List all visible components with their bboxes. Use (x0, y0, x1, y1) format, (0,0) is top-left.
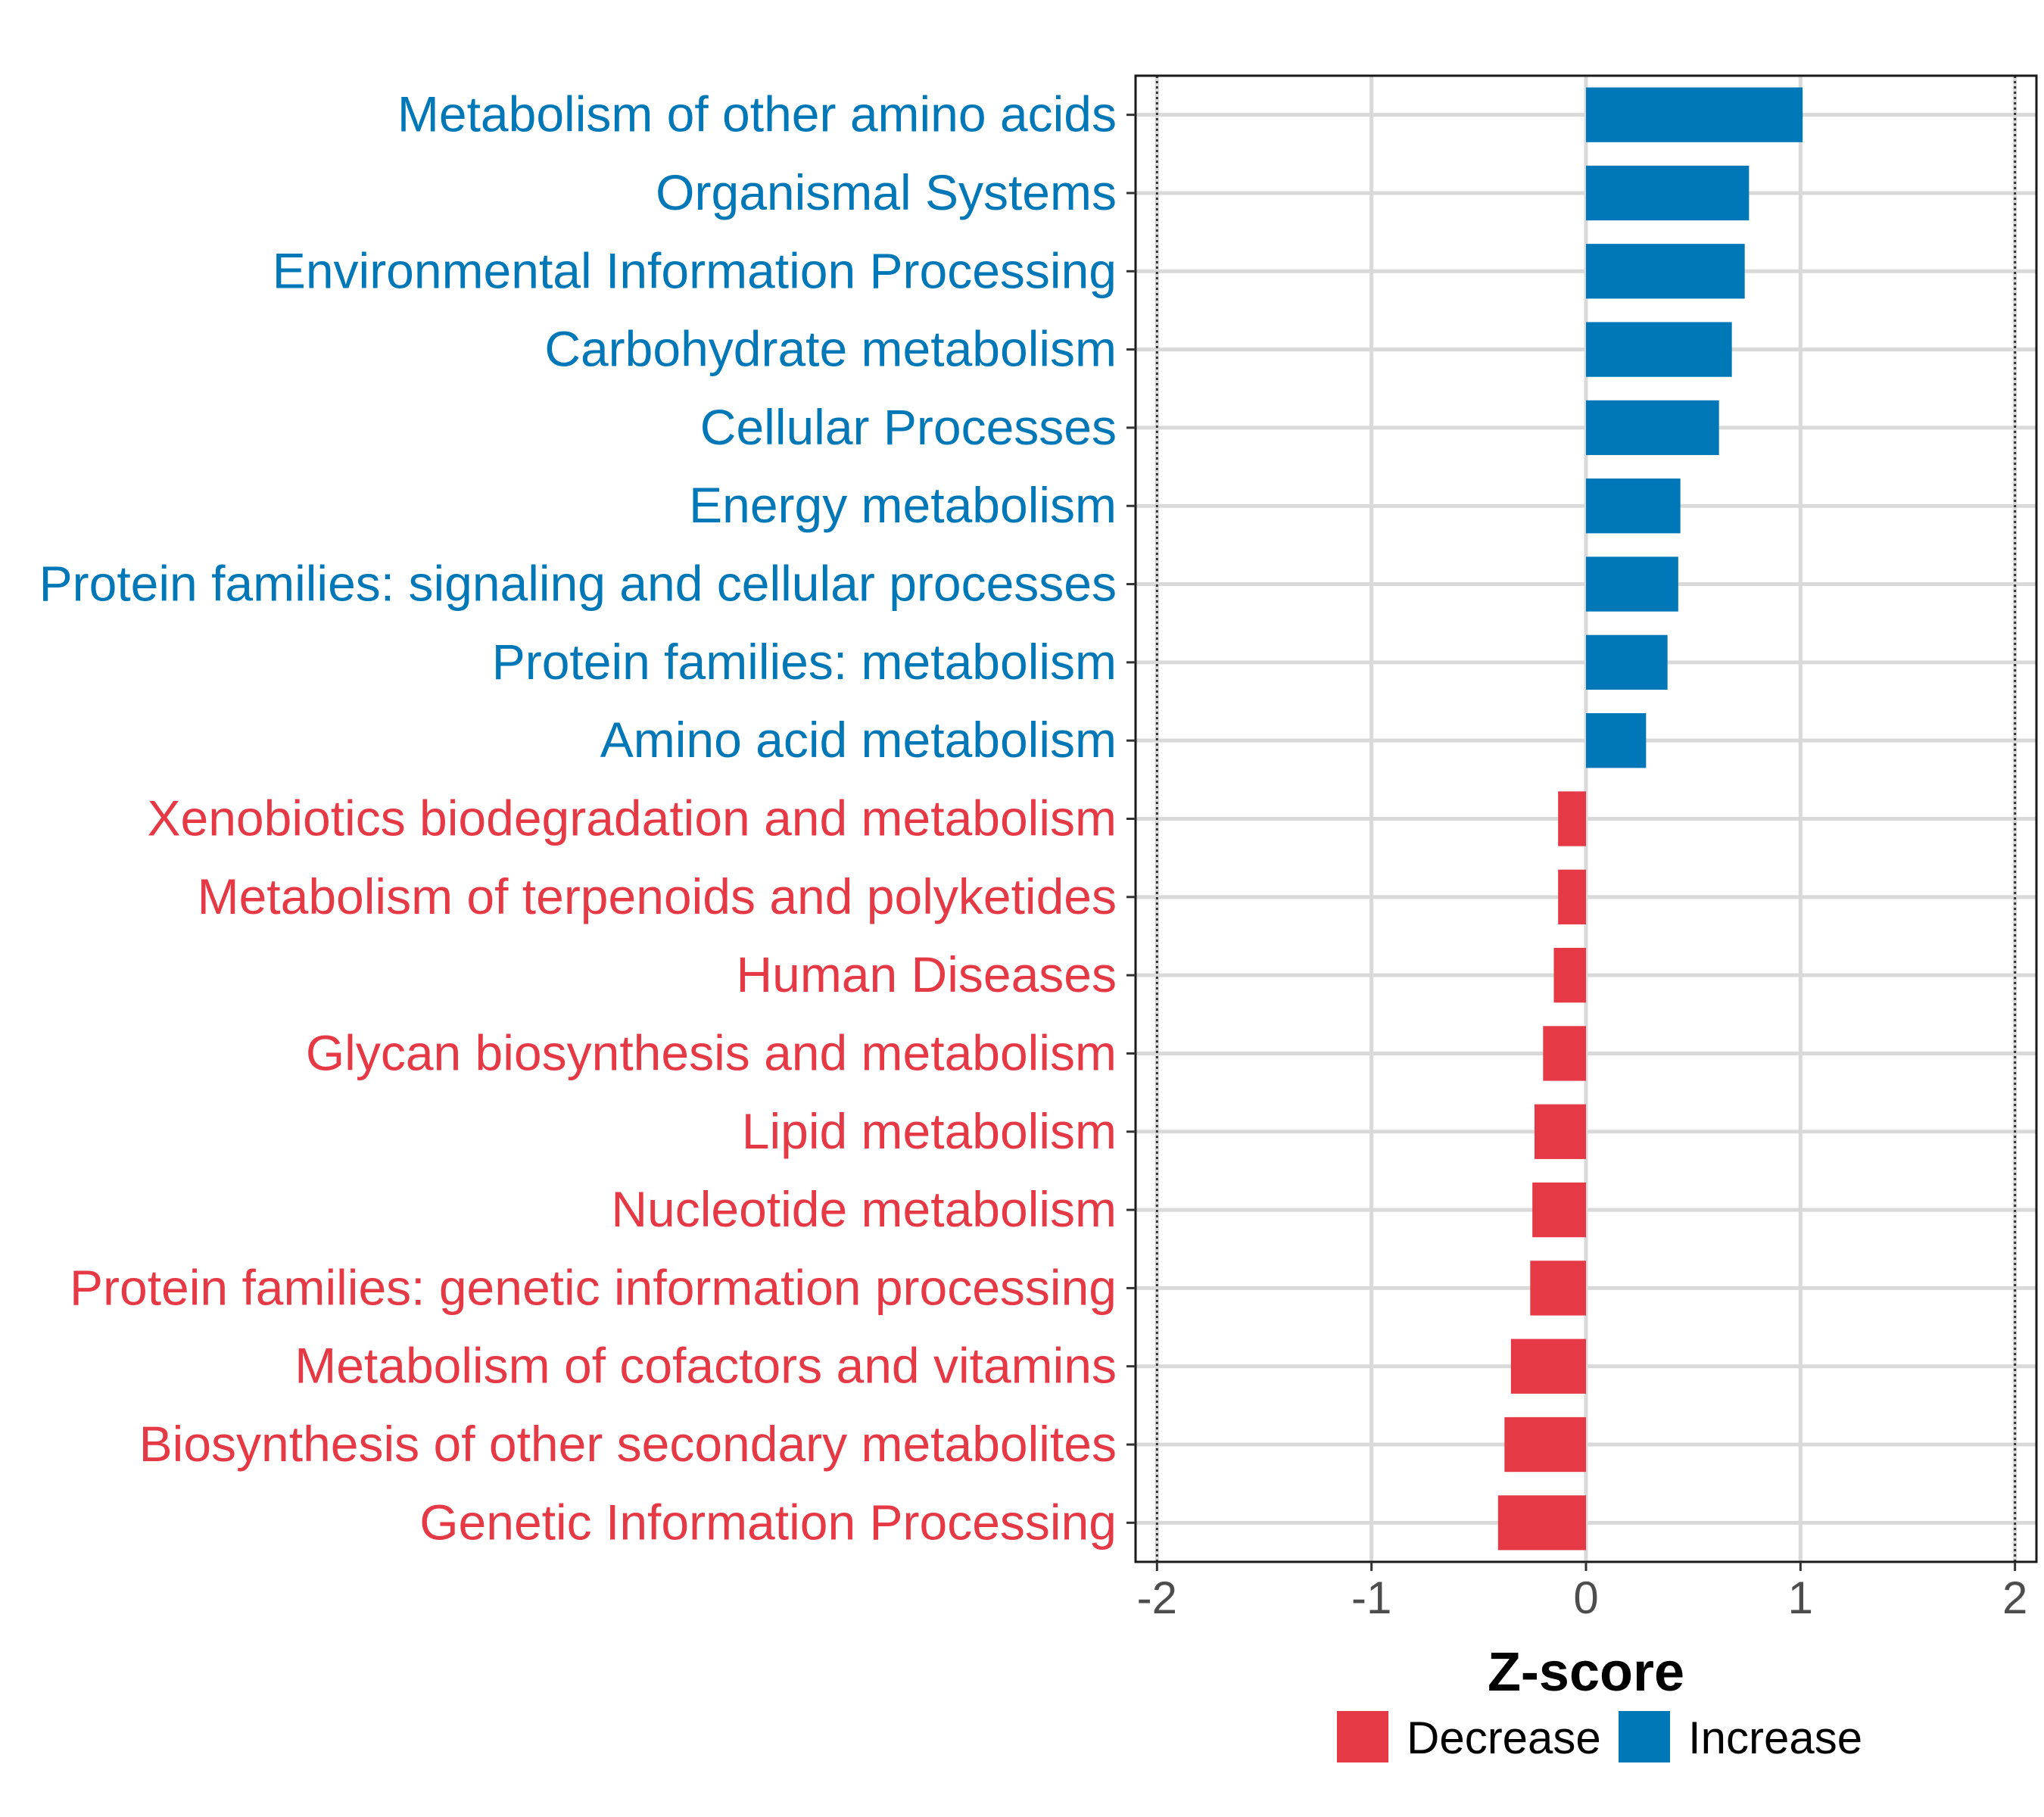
x-axis: -2 -1 0 1 2 (1137, 1562, 2027, 1623)
category-label: Amino acid metabolism (600, 712, 1117, 768)
category-label: Lipid metabolism (742, 1103, 1117, 1159)
bar-8 (1586, 634, 1668, 690)
category-label: Protein families: signaling and cellular… (39, 556, 1117, 612)
x-tick-label: -1 (1351, 1572, 1391, 1623)
bar-6 (1586, 478, 1681, 534)
bar-13 (1543, 1026, 1586, 1081)
bar-2 (1586, 165, 1750, 221)
category-label: Energy metabolism (689, 477, 1117, 533)
category-label: Xenobiotics biodegradation and metabolis… (148, 790, 1117, 846)
bar-19 (1497, 1495, 1586, 1551)
category-label: Human Diseases (736, 946, 1117, 1002)
bar-4 (1586, 322, 1732, 377)
bar-5 (1586, 400, 1719, 456)
bar-12 (1553, 947, 1586, 1003)
category-label: Metabolism of cofactors and vitamins (294, 1338, 1117, 1394)
bar-10 (1558, 791, 1586, 846)
category-label: Organismal Systems (656, 164, 1117, 220)
bar-14 (1535, 1104, 1586, 1159)
reference-lines (1155, 76, 2017, 1562)
category-label: Protein families: metabolism (492, 634, 1117, 690)
bar-7 (1586, 556, 1678, 612)
legend: Decrease Increase (1337, 1711, 1862, 1763)
bar-3 (1586, 244, 1745, 299)
y-axis: Metabolism of other amino acids Organisma… (39, 86, 1136, 1550)
x-tick-label: 1 (1788, 1572, 1813, 1623)
bar-1 (1586, 87, 1803, 142)
category-label: Environmental Information Processing (273, 242, 1117, 298)
category-label: Protein families: genetic information pr… (70, 1259, 1117, 1315)
category-label: Nucleotide metabolism (611, 1181, 1117, 1237)
bar-17 (1510, 1339, 1586, 1394)
legend-swatch-increase (1619, 1711, 1670, 1762)
legend-swatch-decrease (1337, 1711, 1388, 1762)
x-axis-title: Z-score (1488, 1642, 1684, 1703)
category-label: Biosynthesis of other secondary metaboli… (139, 1416, 1117, 1472)
legend-label-decrease: Decrease (1407, 1713, 1601, 1763)
bar-9 (1586, 713, 1647, 768)
x-tick-label: -2 (1137, 1572, 1177, 1623)
category-label: Cellular Processes (700, 399, 1117, 455)
bar-18 (1504, 1417, 1586, 1473)
bar-11 (1558, 869, 1586, 924)
legend-label-increase: Increase (1688, 1713, 1862, 1763)
category-label: Glycan biosynthesis and metabolism (306, 1024, 1117, 1080)
category-label: Carbohydrate metabolism (544, 321, 1117, 377)
category-label: Genetic Information Processing (419, 1494, 1117, 1550)
category-label: Metabolism of other amino acids (397, 86, 1117, 142)
bar-layer (1497, 87, 1803, 1551)
category-label: Metabolism of terpenoids and polyketides (198, 868, 1117, 924)
bar-16 (1530, 1261, 1586, 1316)
bar-15 (1532, 1182, 1586, 1238)
x-tick-label: 0 (1573, 1572, 1598, 1623)
x-tick-label: 2 (2002, 1572, 2027, 1623)
